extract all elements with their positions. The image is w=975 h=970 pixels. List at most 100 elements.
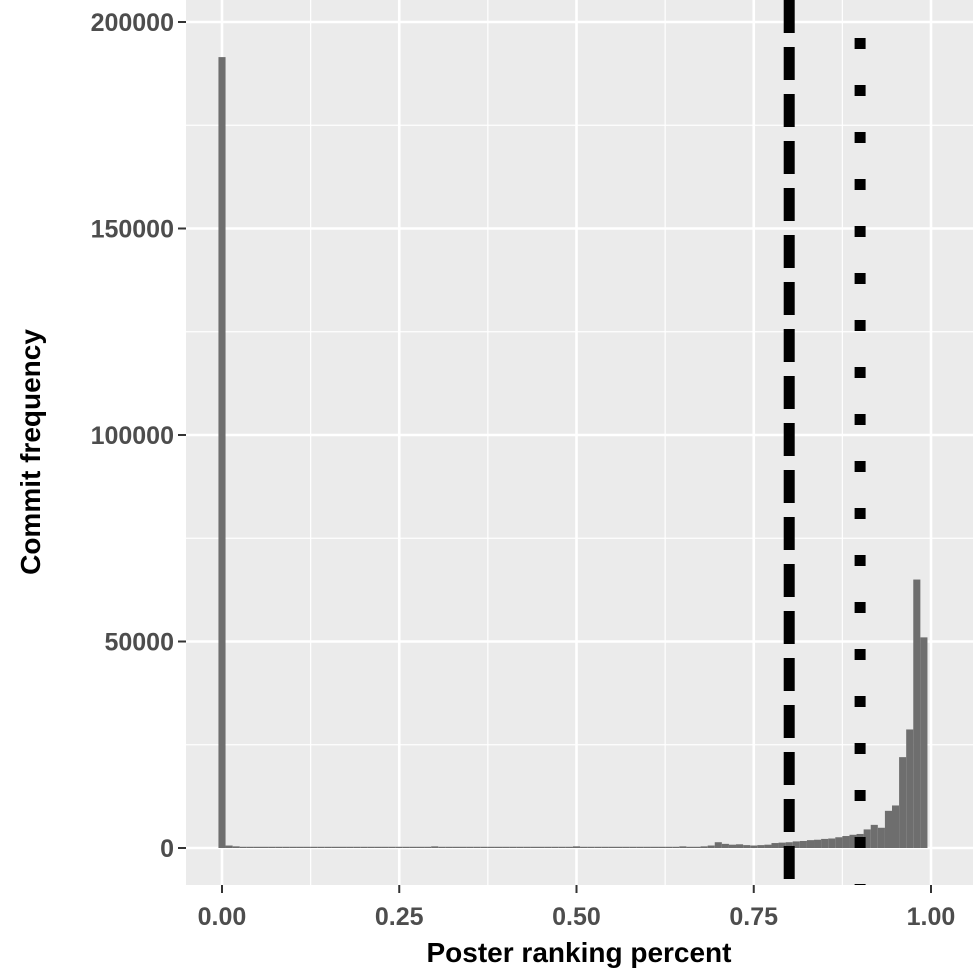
histogram-bar [452,846,460,848]
histogram-bar [799,840,807,848]
histogram-bar [899,757,907,848]
histogram-bar [346,846,354,848]
histogram-bar [502,846,510,848]
histogram-bar [785,842,793,848]
y-tick-label: 200000 [91,9,174,37]
histogram-bar [700,846,708,848]
histogram-bar [565,846,573,848]
histogram-bar [622,846,630,848]
histogram-bar [686,846,694,848]
histogram-bar [594,846,602,848]
histogram-bar [870,824,878,848]
histogram-bar [707,845,715,848]
histogram-bar [693,846,701,848]
histogram-bar [714,842,722,848]
histogram-bar [728,844,737,848]
histogram-bar [608,846,616,848]
histogram-bar [253,846,261,848]
histogram-bar [877,827,885,848]
histogram-bar [679,846,687,848]
histogram-bar [643,846,651,848]
histogram-bar [381,846,389,848]
histogram-bar [601,846,609,848]
histogram-bar [431,846,439,848]
histogram-bar [509,846,517,848]
histogram-bar [246,846,254,848]
histogram-bar [906,729,914,848]
histogram-bar [580,846,588,848]
histogram-bar [388,846,396,848]
histogram-bar [239,846,247,848]
histogram-bar [572,846,581,848]
histogram-bar [551,846,559,848]
histogram-bar [225,845,233,848]
histogram-bar [331,846,339,848]
histogram-bar [884,810,893,848]
histogram-bar [721,843,729,848]
x-tick-label: 0.50 [552,903,601,931]
histogram-bar [806,840,815,848]
histogram-bar [771,843,779,848]
y-tick-label: 150000 [91,216,174,244]
histogram-bar [537,846,545,848]
x-tick-label: 0.75 [729,903,778,931]
histogram-bar [409,846,417,848]
x-tick-label: 0.25 [375,903,424,931]
y-tick-label: 50000 [104,629,174,657]
histogram-bar [615,846,623,848]
histogram-bar [459,846,467,848]
histogram-bar [268,846,276,848]
histogram-bar [842,836,850,848]
histogram-bar [920,637,928,848]
histogram-bar [629,846,637,848]
histogram-bar [650,846,659,848]
histogram-bar [672,846,680,848]
histogram-bar [310,846,318,848]
x-axis: 0.00 0.25 0.50 0.75 1.00 [198,885,956,931]
histogram-bar [395,846,403,848]
histogram-bars [218,57,928,849]
histogram-bar [757,845,765,848]
histogram-bar [778,842,786,848]
histogram-bar [764,844,772,848]
histogram-bar [438,846,446,848]
y-tick-label: 0 [160,835,174,863]
x-tick-label: 1.00 [907,903,956,931]
histogram-bar [736,844,744,848]
histogram-bar [835,837,843,848]
histogram-bar [849,834,857,848]
histogram-bar [473,846,481,848]
histogram-bar [218,57,226,849]
histogram-bar [544,846,552,848]
histogram-bar [863,829,871,848]
y-axis-title: Commit frequency [15,329,46,575]
histogram-bar [487,846,495,848]
histogram-bar [636,846,644,848]
minor-gridlines [186,0,973,885]
histogram-bar [480,846,488,848]
histogram-bar [424,846,432,848]
reference-lines [783,0,866,885]
histogram-bar [324,846,332,848]
histogram-bar [792,841,800,848]
histogram-bar [338,846,347,848]
histogram-bar [892,805,900,848]
histogram-bar [317,846,325,848]
histogram-bar [828,838,836,848]
histogram-bar [558,846,566,848]
histogram-bar [232,846,240,848]
histogram-bar [445,846,453,848]
histogram-bar [665,846,673,848]
histogram-bar [402,846,410,848]
y-axis: 0 50000 100000 150000 200000 [91,9,186,863]
histogram-bar [260,846,269,848]
histogram-bar [750,845,758,848]
x-axis-title: Poster ranking percent [427,937,732,968]
histogram-bar [913,579,921,848]
y-tick-label: 100000 [91,422,174,450]
histogram-bar [360,846,368,848]
histogram-bar [494,846,503,848]
histogram-bar [523,846,531,848]
histogram-bar [275,846,283,848]
histogram-bar [814,839,822,848]
